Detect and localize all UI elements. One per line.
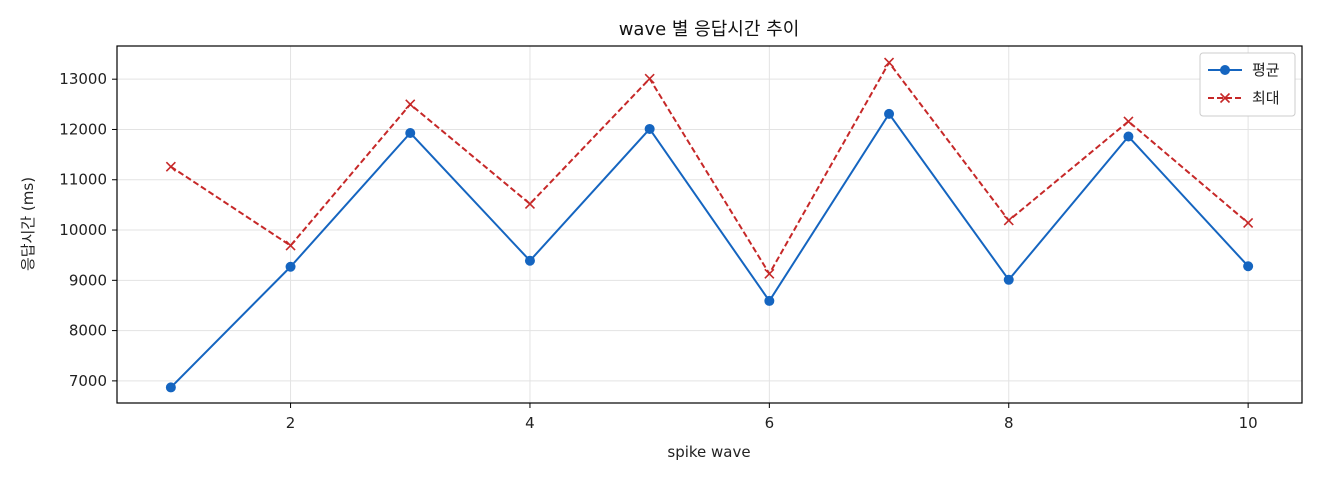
data-point xyxy=(524,255,535,266)
data-point-stroke xyxy=(764,268,775,279)
series-line xyxy=(170,112,1249,389)
data-point xyxy=(405,127,416,138)
data-point-stroke xyxy=(165,161,176,172)
grid xyxy=(117,46,1302,403)
x-tick-label: 2 xyxy=(286,414,296,432)
legend-swatch-marker-stroke xyxy=(1219,92,1231,104)
x-tick-label: 6 xyxy=(765,414,775,432)
series-layer xyxy=(165,57,1254,393)
ticks: 2 4 6 8 10 7000 8000 9000 10000 11000 12000 13000 xyxy=(59,70,1257,432)
data-point-stroke xyxy=(883,57,895,68)
data-point xyxy=(1243,217,1254,229)
legend-item: 최대 xyxy=(1208,89,1280,107)
data-point xyxy=(764,295,775,306)
data-point-stroke xyxy=(1243,217,1254,229)
data-point xyxy=(644,123,655,134)
legend-label: 평균 xyxy=(1252,61,1280,79)
y-tick-label: 8000 xyxy=(69,322,107,340)
data-point xyxy=(524,198,536,209)
x-axis-title: spike wave xyxy=(667,443,750,461)
x-tick-label: 10 xyxy=(1239,414,1258,432)
data-point-stroke xyxy=(1123,116,1134,127)
x-tick-label: 8 xyxy=(1004,414,1014,432)
data-point-stroke xyxy=(285,240,296,251)
data-point-stroke xyxy=(524,198,536,209)
data-point xyxy=(1003,274,1014,285)
data-point xyxy=(644,73,655,84)
data-point xyxy=(165,382,176,393)
data-point xyxy=(883,57,895,68)
data-point xyxy=(285,261,296,272)
data-point xyxy=(1003,215,1014,226)
y-axis-title: 응답시간 (ms) xyxy=(19,177,37,271)
data-point-stroke xyxy=(405,99,416,110)
series-max xyxy=(165,57,1254,279)
plot-frame xyxy=(116,45,1303,404)
y-tick-label: 9000 xyxy=(69,271,107,289)
y-tick-label: 7000 xyxy=(69,372,107,390)
data-point xyxy=(405,99,416,110)
data-point-stroke xyxy=(644,73,655,84)
data-point-stroke xyxy=(1003,215,1014,226)
legend-box xyxy=(1199,52,1296,117)
data-point xyxy=(1123,116,1134,127)
data-point xyxy=(884,108,895,119)
chart-title: wave 별 응답시간 추이 xyxy=(619,19,800,40)
data-point xyxy=(285,240,296,251)
legend-item: 평균 xyxy=(1208,61,1280,79)
data-point xyxy=(165,161,176,172)
data-point xyxy=(1243,261,1254,272)
legend-swatch-marker xyxy=(1219,92,1231,104)
legend-label: 최대 xyxy=(1252,89,1280,107)
legend-swatch-marker xyxy=(1220,65,1230,75)
y-tick-label: 12000 xyxy=(59,120,107,138)
y-tick-label: 11000 xyxy=(59,171,107,189)
series-average xyxy=(165,108,1254,393)
data-point xyxy=(764,268,775,279)
x-tick-label: 4 xyxy=(525,414,535,432)
data-point xyxy=(1123,131,1134,142)
y-tick-label: 10000 xyxy=(59,221,107,239)
series-line xyxy=(170,61,1249,275)
y-tick-label: 13000 xyxy=(59,70,107,88)
